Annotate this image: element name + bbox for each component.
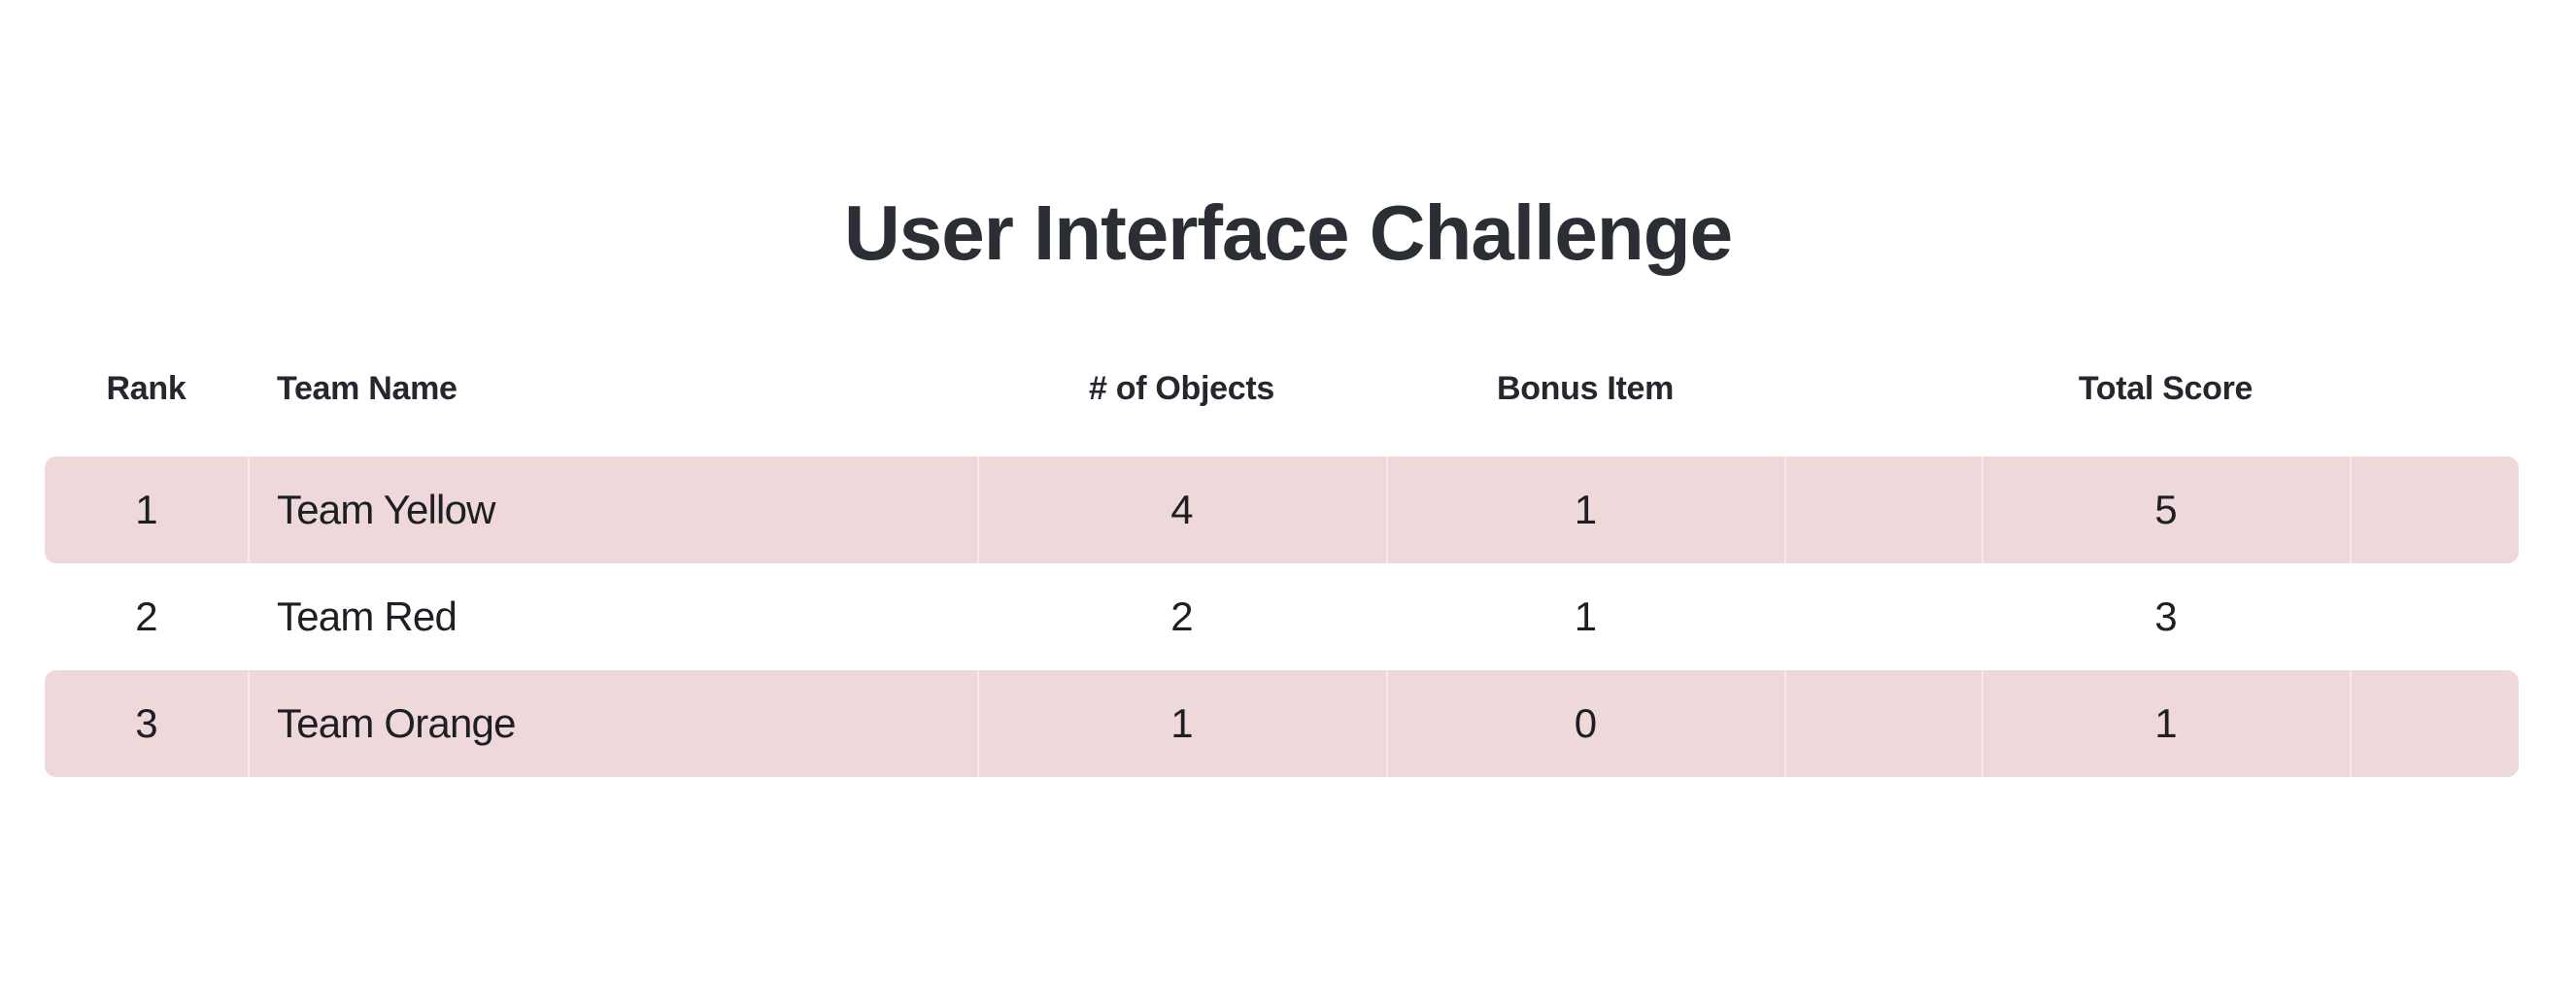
table-row: 3 Team Orange 1 0 1 [45,670,2519,777]
spacer-cell [2350,670,2519,777]
column-header-spacer [2350,321,2519,457]
column-header-rank: Rank [106,369,186,407]
total-score-cell: 3 [2154,593,2177,639]
rank-cell: 1 [45,457,248,563]
spacer-cell [1784,670,1982,777]
column-header-team-name: Team Name [277,369,458,407]
objects-cell: 1 [977,670,1386,777]
table-row: 2 Team Red 2 1 3 [45,563,2519,670]
total-score-cell: 5 [1982,457,2350,563]
rank-cell: 2 [135,593,157,639]
spacer-cell [1784,563,1982,670]
spacer-cell [2350,563,2519,670]
spacer-cell [1784,457,1982,563]
objects-cell: 2 [1170,593,1193,639]
table-row: 1 Team Yellow 4 1 5 [45,457,2519,563]
bonus-cell: 0 [1386,670,1784,777]
objects-cell: 4 [977,457,1386,563]
team-name-cell: Team Red [277,593,458,639]
bonus-cell: 1 [1574,593,1597,639]
column-header-objects: # of Objects [1088,369,1274,407]
column-header-spacer [1784,321,1982,457]
column-header-total-score: Total Score [2078,369,2254,407]
table-header-row: Rank Team Name # of Objects Bonus Item T… [45,321,2519,457]
total-score-cell: 1 [1982,670,2350,777]
rank-cell: 3 [45,670,248,777]
team-name-cell: Team Orange [248,670,977,777]
spacer-cell [2350,457,2519,563]
leaderboard-table: Rank Team Name # of Objects Bonus Item T… [45,321,2519,777]
column-header-bonus-item: Bonus Item [1496,369,1675,407]
page-title: User Interface Challenge [843,189,1733,276]
team-name-cell: Team Yellow [248,457,977,563]
bonus-cell: 1 [1386,457,1784,563]
